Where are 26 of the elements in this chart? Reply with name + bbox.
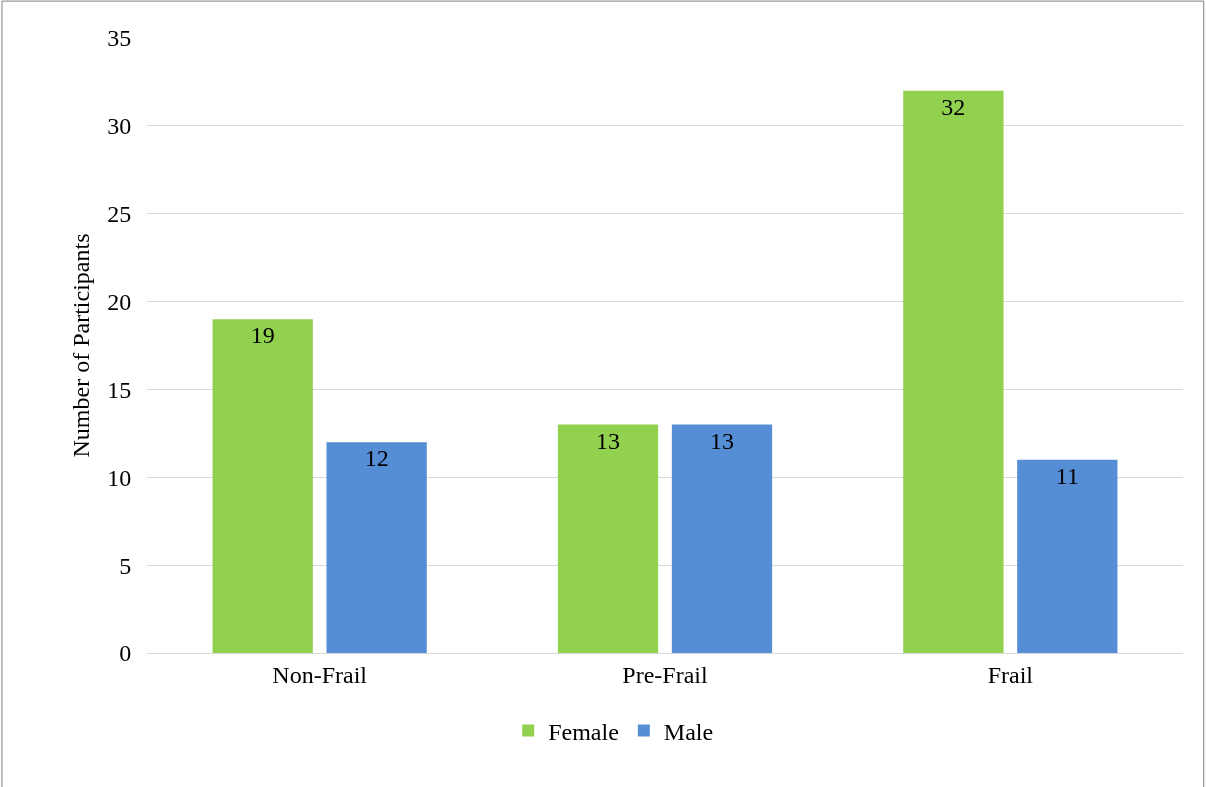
data-label: 12	[364, 445, 389, 472]
legend-label: Female	[548, 718, 619, 745]
x-tick-label: Frail	[987, 661, 1034, 688]
data-label: 13	[596, 427, 621, 454]
data-label: 13	[709, 427, 734, 454]
bar	[212, 319, 313, 653]
y-tick-label: 20	[107, 288, 132, 315]
y-tick-label: 35	[107, 25, 132, 52]
x-tick-label: Pre-Frail	[622, 661, 708, 688]
bar	[903, 90, 1004, 653]
x-tick-label: Non-Frail	[272, 661, 368, 688]
bar	[557, 424, 659, 653]
y-tick-label: 5	[119, 552, 132, 579]
bar	[671, 424, 773, 653]
bar	[1017, 459, 1118, 653]
data-label: 11	[1055, 462, 1079, 489]
y-axis-title: Number of Participants	[68, 233, 95, 458]
y-tick-label: 10	[107, 464, 132, 491]
y-tick-label: 0	[119, 640, 132, 667]
y-tick-label: 25	[107, 201, 132, 228]
bar	[326, 442, 427, 653]
data-label: 19	[250, 322, 275, 349]
y-tick-label: 30	[107, 113, 132, 140]
data-label: 32	[941, 93, 966, 120]
legend-label: Male	[663, 718, 714, 745]
y-tick-label: 15	[107, 376, 132, 403]
